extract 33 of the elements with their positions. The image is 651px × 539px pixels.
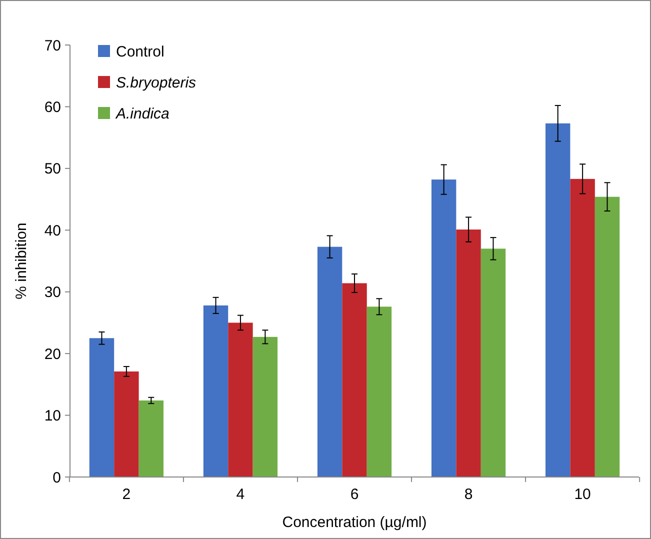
bar <box>228 322 253 477</box>
bar <box>252 336 278 477</box>
bar <box>431 180 456 477</box>
bar <box>342 283 367 477</box>
y-tick-label: 50 <box>44 160 61 178</box>
bar <box>480 248 506 477</box>
x-axis-title: Concentration (µg/ml) <box>282 514 427 531</box>
bar <box>114 371 139 477</box>
legend-label: A.indica <box>115 105 170 122</box>
bar <box>89 338 114 477</box>
bar <box>570 178 595 477</box>
y-tick-label: 60 <box>44 98 61 116</box>
y-tick-label: 40 <box>44 222 61 240</box>
y-tick-label: 70 <box>44 37 61 54</box>
x-tick-label: 2 <box>122 486 131 503</box>
legend-label: Control <box>116 43 164 60</box>
bar <box>594 196 620 477</box>
y-tick-label: 0 <box>52 469 61 486</box>
y-tick-label: 10 <box>44 408 61 425</box>
legend-label: S.bryopteris <box>116 74 197 92</box>
bar <box>138 400 164 477</box>
x-tick-label: 6 <box>350 486 359 503</box>
x-tick-label: 4 <box>236 486 245 503</box>
x-tick-label: 10 <box>574 486 591 503</box>
bar <box>203 305 228 477</box>
bar <box>366 306 392 477</box>
bar <box>456 230 481 477</box>
bar <box>317 246 342 477</box>
y-axis-title: % inhibition <box>13 222 30 300</box>
x-tick-label: 8 <box>464 486 473 503</box>
bar <box>545 123 570 477</box>
y-tick-label: 20 <box>44 346 61 363</box>
y-tick-label: 30 <box>44 284 61 302</box>
